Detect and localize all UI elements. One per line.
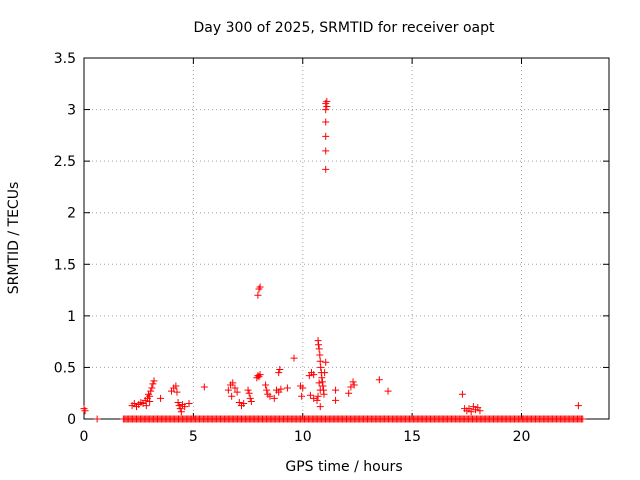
data-point (310, 371, 318, 379)
data-point (181, 403, 189, 411)
y-axis-title: SRMTID / TECUs (6, 182, 22, 295)
data-point (345, 389, 353, 397)
data-point (146, 397, 154, 405)
x-tick-label: 15 (403, 429, 421, 445)
data-point (315, 341, 322, 349)
x-tick-label: 5 (189, 429, 198, 445)
y-tick-label: 3.5 (54, 51, 76, 67)
x-tick-label: 10 (294, 429, 312, 445)
data-point (228, 392, 236, 400)
data-point (262, 381, 270, 389)
data-point (317, 363, 325, 371)
data-point (316, 386, 324, 394)
data-point (579, 415, 587, 423)
data-point (316, 403, 324, 411)
data-point (476, 407, 484, 415)
grid-lines (84, 58, 609, 419)
data-point (172, 382, 180, 390)
data-point (246, 394, 254, 402)
chart-title: Day 300 of 2025, SRMTID for receiver oap… (194, 20, 495, 36)
data-point (350, 381, 358, 389)
data-point (316, 351, 324, 359)
data-point (173, 388, 181, 396)
data-point (322, 165, 330, 173)
y-tick-label: 0 (67, 412, 76, 428)
data-point (93, 415, 101, 423)
data-point (177, 408, 185, 416)
data-point (263, 386, 271, 394)
data-point (290, 354, 298, 362)
y-tick-label: 3 (67, 103, 76, 119)
data-point (276, 365, 284, 373)
data-point (148, 384, 156, 392)
data-point (322, 106, 330, 114)
data-point (322, 358, 330, 366)
data-point (332, 386, 340, 394)
y-tick-label: 1.5 (54, 257, 76, 273)
data-point (298, 392, 306, 400)
data-point (247, 397, 255, 405)
data-point (574, 402, 582, 410)
data-point (174, 398, 182, 406)
data-point (306, 391, 314, 399)
data-point (149, 380, 157, 388)
data-point (175, 402, 183, 410)
data-point (231, 384, 239, 392)
data-point (323, 97, 331, 105)
data-point (142, 402, 150, 410)
x-axis-title: GPS time / hours (285, 459, 402, 475)
data-point (458, 390, 466, 398)
data-point (349, 378, 357, 386)
data-point (322, 118, 330, 126)
y-tick-label: 1 (67, 309, 76, 325)
data-point (322, 132, 330, 140)
data-points (80, 97, 587, 423)
y-tick-label: 2.5 (54, 154, 76, 170)
data-point (316, 357, 324, 365)
data-point (150, 377, 158, 385)
data-point (318, 374, 326, 382)
data-point (81, 407, 89, 415)
data-point (275, 369, 283, 377)
data-point (266, 392, 274, 400)
data-point (256, 283, 264, 291)
data-point (384, 387, 392, 395)
y-tick-label: 0.5 (54, 360, 76, 376)
data-point (185, 400, 193, 408)
data-point (315, 379, 323, 387)
data-point (320, 390, 328, 398)
data-point (319, 382, 327, 390)
data-point (229, 379, 237, 387)
data-point (321, 369, 329, 377)
data-point (332, 396, 340, 404)
data-point (157, 394, 165, 402)
x-tick-label: 0 (80, 429, 89, 445)
plot-frame (83, 57, 610, 420)
data-point (176, 405, 184, 413)
data-point (240, 400, 248, 408)
data-point (270, 394, 278, 402)
data-point (314, 392, 322, 400)
data-point (256, 371, 264, 379)
data-point (277, 385, 285, 393)
data-point (233, 388, 241, 396)
data-point (224, 386, 232, 394)
data-point (467, 408, 475, 416)
data-point (200, 383, 208, 391)
axis-ticks: 0 5 10 15 20 0 0.5 1 1.5 2 2.5 3 3.5 (54, 51, 609, 445)
data-point (147, 387, 155, 395)
data-point (315, 345, 323, 353)
data-point (244, 386, 252, 394)
data-point (322, 147, 330, 155)
data-point (313, 396, 321, 404)
data-point (283, 384, 291, 392)
data-point (375, 376, 383, 384)
x-tick-label: 20 (513, 429, 531, 445)
data-point (254, 291, 262, 299)
data-point (245, 389, 253, 397)
data-point (299, 384, 307, 392)
y-tick-label: 2 (67, 206, 76, 222)
